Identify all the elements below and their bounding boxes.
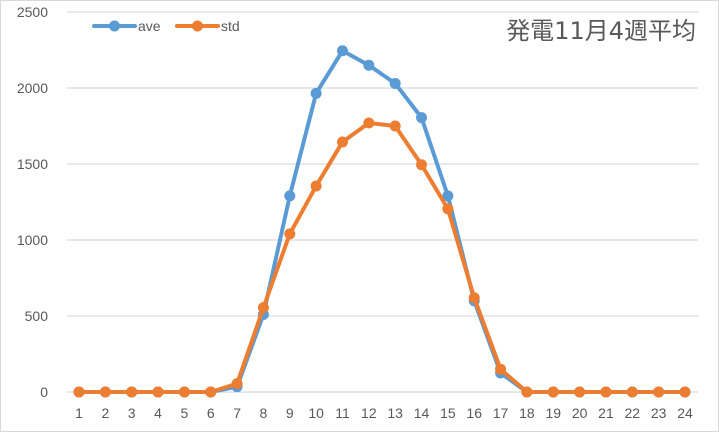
x-tick-label: 22 bbox=[625, 405, 641, 421]
data-point-std bbox=[257, 302, 269, 314]
data-point-std bbox=[152, 386, 164, 398]
data-point-std bbox=[363, 117, 375, 129]
x-tick-label: 4 bbox=[154, 405, 162, 421]
data-point-ave bbox=[416, 112, 428, 124]
data-point-std bbox=[178, 386, 190, 398]
y-tick-label: 1000 bbox=[17, 232, 48, 248]
data-point-std bbox=[73, 386, 85, 398]
y-tick-label: 2000 bbox=[17, 80, 48, 96]
x-tick-label: 20 bbox=[572, 405, 588, 421]
series-line-std bbox=[77, 120, 687, 394]
data-point-std bbox=[126, 386, 138, 398]
data-point-std bbox=[679, 386, 691, 398]
data-point-std bbox=[99, 386, 111, 398]
legend-label-ave: ave bbox=[138, 18, 161, 34]
x-tick-label: 24 bbox=[677, 405, 693, 421]
data-point-ave bbox=[363, 59, 375, 71]
x-tick-label: 23 bbox=[651, 405, 667, 421]
x-tick-label: 3 bbox=[128, 405, 136, 421]
legend-marker-std bbox=[192, 20, 203, 32]
data-point-std bbox=[468, 292, 480, 304]
data-point-std bbox=[336, 136, 348, 148]
data-point-std bbox=[205, 386, 217, 398]
x-tick-label: 7 bbox=[233, 405, 241, 421]
data-point-std bbox=[653, 386, 665, 398]
x-tick-label: 8 bbox=[260, 405, 268, 421]
data-point-std bbox=[626, 386, 638, 398]
x-tick-label: 18 bbox=[519, 405, 535, 421]
x-tick-label: 12 bbox=[361, 405, 377, 421]
legend-marker-ave bbox=[109, 20, 120, 32]
x-tick-label: 16 bbox=[466, 405, 482, 421]
y-tick-label: 0 bbox=[40, 384, 48, 400]
x-tick-label: 6 bbox=[207, 405, 215, 421]
y-tick-label: 1500 bbox=[17, 156, 48, 172]
data-point-ave bbox=[336, 45, 348, 57]
data-point-std bbox=[442, 203, 454, 215]
series-line-ave bbox=[77, 48, 687, 394]
data-point-std bbox=[600, 386, 612, 398]
x-tick-label: 14 bbox=[414, 405, 430, 421]
legend-label-std: std bbox=[221, 18, 240, 34]
x-tick-label: 15 bbox=[440, 405, 456, 421]
data-point-ave bbox=[310, 87, 322, 99]
data-point-std bbox=[547, 386, 559, 398]
x-tick-label: 1 bbox=[75, 405, 83, 421]
data-point-ave bbox=[284, 190, 296, 202]
x-tick-label: 21 bbox=[598, 405, 614, 421]
data-point-std bbox=[284, 228, 296, 240]
y-tick-label: 2500 bbox=[17, 4, 48, 20]
data-point-ave bbox=[389, 77, 401, 89]
x-tick-label: 9 bbox=[286, 405, 294, 421]
x-tick-label: 13 bbox=[387, 405, 403, 421]
x-tick-label: 17 bbox=[493, 405, 509, 421]
y-tick-label: 500 bbox=[25, 308, 49, 324]
data-point-std bbox=[416, 159, 428, 171]
data-point-std bbox=[495, 363, 507, 375]
x-tick-label: 11 bbox=[335, 405, 350, 421]
data-point-std bbox=[521, 386, 533, 398]
data-point-std bbox=[310, 180, 322, 192]
data-point-std bbox=[574, 386, 586, 398]
x-tick-label: 2 bbox=[101, 405, 109, 421]
chart-title: 発電11月4週平均 bbox=[506, 17, 696, 45]
x-tick-label: 19 bbox=[545, 405, 561, 421]
data-point-std bbox=[389, 120, 401, 132]
x-tick-label: 10 bbox=[308, 405, 324, 421]
x-tick-label: 5 bbox=[180, 405, 188, 421]
data-point-ave bbox=[442, 190, 454, 202]
data-point-std bbox=[231, 378, 243, 390]
